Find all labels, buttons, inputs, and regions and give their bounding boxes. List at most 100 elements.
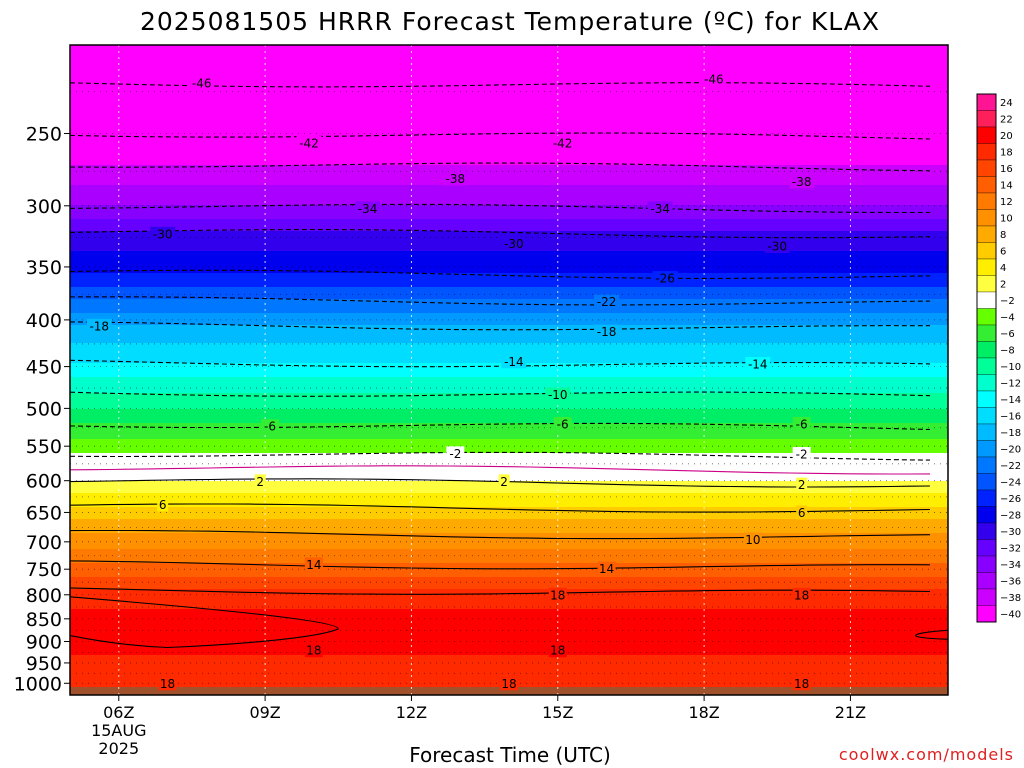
temperature-band [70, 115, 948, 118]
temperature-band [70, 281, 948, 284]
contour-label-bg [254, 474, 266, 489]
colorbar-label: 24 [1000, 98, 1013, 109]
colorbar-swatch [976, 324, 997, 342]
colorbar-label: −2 [1000, 296, 1015, 307]
contour-label: 18 [550, 588, 565, 602]
contour-label: -6 [796, 417, 808, 431]
contour-label: 18 [306, 644, 321, 658]
temperature-band [70, 59, 948, 62]
temperature-band [70, 307, 948, 310]
temperature-band [70, 539, 948, 542]
temperature-band [70, 491, 948, 494]
colorbar-swatch [976, 126, 997, 144]
temperature-band [70, 273, 948, 276]
contour-label: 18 [501, 677, 516, 691]
temperature-band [70, 159, 948, 162]
temperature-band [70, 501, 948, 504]
contour-label-bg [743, 532, 762, 547]
temperature-band [70, 577, 948, 580]
colorbar-swatch [976, 374, 997, 392]
y-tick-label: 300 [26, 196, 62, 218]
temperature-band [70, 433, 948, 436]
contour-label: -6 [264, 420, 276, 434]
temperature-band [70, 235, 948, 238]
temperature-band [70, 173, 948, 176]
colorbar-label: −16 [1000, 411, 1021, 422]
temperature-band [70, 67, 948, 70]
temperature-band [70, 71, 948, 74]
colorbar-label: −14 [1000, 395, 1021, 406]
contour-label-bg [594, 324, 620, 339]
temperature-band [70, 549, 948, 552]
temperature-band [70, 167, 948, 170]
temperature-band [70, 151, 948, 154]
temperature-band [70, 215, 948, 218]
temperature-band [70, 467, 948, 470]
y-tick-label: 400 [26, 310, 62, 332]
temperature-band [70, 181, 948, 184]
colorbar-swatch [976, 291, 997, 309]
contour-line [69, 203, 930, 214]
temperature-band [70, 339, 948, 342]
temperature-band [70, 297, 948, 300]
x-tick-year: 2025 [98, 739, 139, 758]
contour-line [69, 503, 931, 513]
temperature-band [70, 227, 948, 230]
temperature-band [70, 375, 948, 378]
colorbar-label: −30 [1000, 527, 1021, 538]
credit-text: coolwx.com/models [839, 745, 1014, 764]
temperature-band [70, 611, 948, 614]
temperature-band [70, 101, 948, 104]
temperature-band [70, 369, 948, 372]
temperature-band [70, 73, 948, 76]
colorbar-label: −12 [1000, 378, 1021, 389]
y-tick-label: 900 [26, 631, 62, 653]
temperature-band [70, 131, 948, 134]
temperature-band [70, 415, 948, 418]
temperature-band [70, 497, 948, 500]
contour-label-bg [501, 354, 527, 369]
temperature-band [70, 329, 948, 332]
temperature-band [70, 385, 948, 388]
temperature-band [70, 453, 948, 456]
y-tick-label: 850 [26, 609, 62, 631]
temperature-band [70, 89, 948, 92]
temperature-band [70, 401, 948, 404]
contour-label-bg [548, 587, 567, 602]
colorbar-swatch [976, 473, 997, 491]
contour-label: 18 [160, 677, 175, 691]
temperature-band [70, 527, 948, 530]
temperature-band [70, 623, 948, 626]
colorbar-swatch [976, 192, 997, 210]
temperature-band [70, 627, 948, 630]
temperature-band [70, 531, 948, 534]
temperature-band [70, 417, 948, 420]
temperature-band [70, 389, 948, 392]
temperature-band [70, 641, 948, 644]
contour-line [69, 391, 931, 397]
contour-label: -2 [449, 447, 461, 461]
temperature-band [70, 199, 948, 202]
temperature-band [70, 669, 948, 672]
contour-label-bg [446, 446, 465, 461]
contour-line [69, 132, 931, 140]
temperature-band [70, 373, 948, 376]
temperature-band [70, 449, 948, 452]
temperature-band [70, 463, 948, 466]
temperature-band [70, 435, 948, 438]
temperature-band [70, 633, 948, 636]
colorbar-label: 10 [1000, 213, 1013, 224]
contour-label: 2 [500, 475, 508, 489]
temperature-band [70, 149, 948, 152]
temperature-band [70, 195, 948, 198]
temperature-band [70, 57, 948, 60]
temperature-band [70, 591, 948, 594]
contour-line [69, 529, 931, 540]
temperature-band [70, 223, 948, 226]
temperature-band [70, 513, 948, 516]
colorbar-swatch [976, 588, 997, 606]
temperature-band [70, 111, 948, 114]
temperature-band [70, 631, 948, 634]
colorbar-label: −26 [1000, 494, 1021, 505]
